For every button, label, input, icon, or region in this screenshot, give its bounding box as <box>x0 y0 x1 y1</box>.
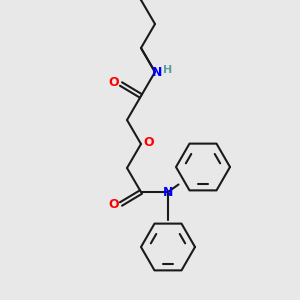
Text: O: O <box>144 136 154 148</box>
Text: O: O <box>109 199 119 212</box>
Text: N: N <box>152 65 162 79</box>
Text: H: H <box>164 65 172 75</box>
Text: O: O <box>109 76 119 89</box>
Text: N: N <box>163 185 173 199</box>
